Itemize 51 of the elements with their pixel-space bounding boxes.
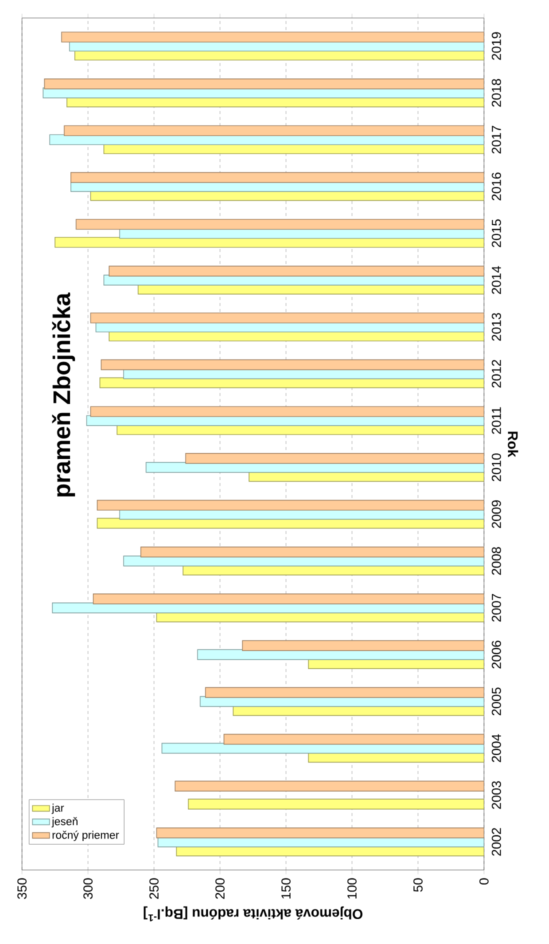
legend-label: jar: [52, 804, 64, 814]
bar: [90, 406, 484, 417]
bar: [70, 172, 484, 183]
bar: [64, 125, 484, 136]
y-tick-label: 2014: [492, 266, 501, 294]
bar: [44, 78, 484, 90]
y-tick-label: 2008: [492, 547, 501, 575]
bar: [61, 32, 484, 42]
y-tick-label: 2012: [492, 360, 501, 388]
x-tick-label: 150: [281, 878, 291, 898]
x-tick-label: 350: [17, 878, 27, 899]
bar: [224, 734, 484, 745]
bar: [96, 500, 484, 511]
y-tick-label: 2003: [492, 781, 501, 809]
x-tick-label: 0: [479, 878, 489, 885]
x-axis-title: Objemová aktivita radónu [Bq.l$^{-1}$]: [144, 906, 362, 922]
bar: [76, 218, 484, 230]
y-tick-label: 2017: [492, 126, 501, 154]
bar: [188, 798, 484, 810]
y-tick-label: 2010: [492, 453, 501, 482]
y-tick-label: 2013: [492, 313, 501, 341]
x-tick-label: 300: [83, 878, 93, 899]
y-tick-label: 2016: [492, 172, 501, 200]
bar: [185, 453, 484, 464]
bar: [205, 687, 484, 698]
y-tick-label: 2005: [492, 688, 501, 716]
legend-label: ročný priemer: [52, 830, 119, 842]
bar: [100, 359, 484, 370]
bar: [90, 312, 484, 324]
y-tick-label: 2007: [492, 594, 501, 622]
bar: [108, 266, 484, 276]
bar: [92, 593, 484, 604]
y-axis-title: Rok: [508, 432, 518, 458]
y-tick-label: 2004: [492, 734, 501, 762]
y-tick-label: 2011: [492, 407, 501, 434]
bar: [156, 828, 484, 838]
y-tick-label: 2006: [492, 640, 501, 668]
y-tick-label: 2018: [492, 79, 501, 107]
x-tick-label: 100: [347, 878, 357, 898]
bar: [174, 780, 484, 792]
y-tick-label: 2015: [492, 219, 501, 248]
y-tick-label: 2002: [492, 828, 501, 856]
legend-label: jeseň: [52, 817, 78, 828]
bar: [242, 640, 484, 652]
text: prameň Zbojnička: [52, 292, 76, 496]
x-tick-label: 200: [215, 878, 225, 899]
bar: [140, 546, 484, 558]
x-tick-label: 250: [149, 878, 159, 899]
y-tick-label: 2009: [492, 500, 501, 528]
y-tick-label: 2019: [492, 32, 501, 60]
x-tick-label: 50: [413, 878, 423, 892]
